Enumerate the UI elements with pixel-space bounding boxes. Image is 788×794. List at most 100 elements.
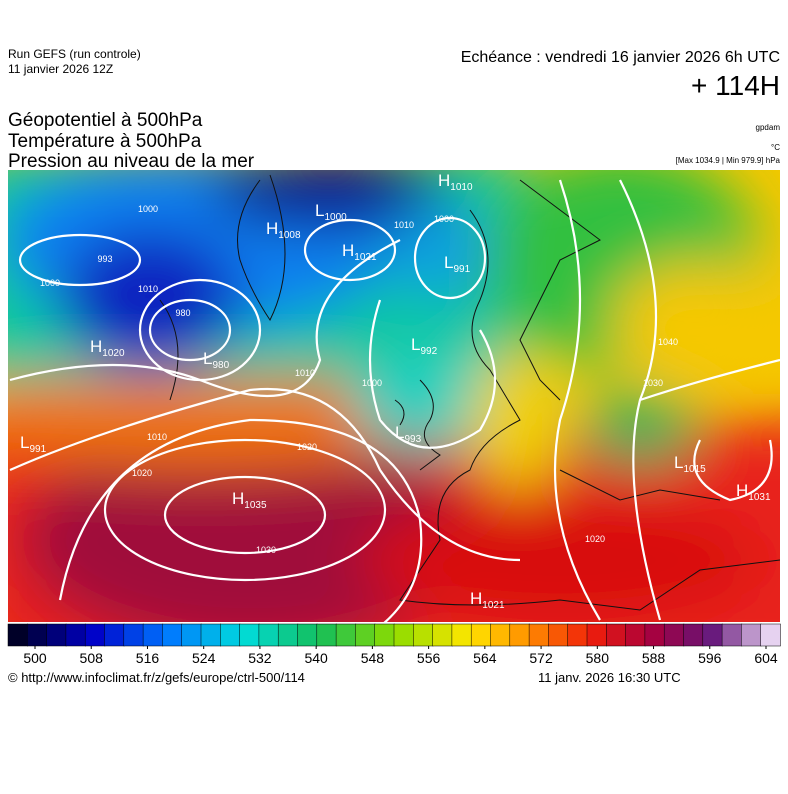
- colorbar-cell: [606, 623, 627, 647]
- title-line: Pression au niveau de la mer: [8, 151, 255, 172]
- footer-url: © http://www.infoclimat.fr/z/gefs/europe…: [8, 670, 305, 685]
- colorbar-cell: [393, 623, 415, 647]
- colorbar-cell: [509, 623, 530, 647]
- center-value: 1035: [244, 500, 267, 511]
- colorbar-tick-label: 548: [361, 650, 385, 666]
- pressure-center: H1020: [90, 337, 125, 359]
- pressure-center: L1000: [315, 201, 347, 223]
- colorbar-cell: [702, 623, 723, 647]
- colorbar-cell: [355, 623, 376, 647]
- colorbar-cell: [567, 623, 588, 647]
- colorbar-cell: [104, 623, 125, 647]
- colorbar-cell: [7, 623, 29, 647]
- isobar-label: 980: [175, 308, 190, 318]
- colorbar-cell: [46, 623, 67, 647]
- unit-gpdam: gpdam: [756, 123, 781, 132]
- isobar-label: 1000: [434, 214, 454, 224]
- isobar-label: 1010: [138, 284, 158, 294]
- pressure-center: L1015: [674, 453, 706, 475]
- center-value: 993: [404, 434, 421, 445]
- colorbar-tick-label: 596: [698, 650, 722, 666]
- center-value: 1015: [683, 464, 706, 475]
- center-value: 1000: [324, 212, 347, 223]
- colorbar-cell: [374, 623, 395, 647]
- isobar-label: 993: [97, 254, 112, 264]
- isobar-label: 1030: [256, 545, 276, 555]
- center-value: 1020: [102, 348, 125, 359]
- center-value: 1008: [278, 230, 301, 241]
- center-type: L: [203, 349, 212, 368]
- colorbar-cell: [142, 623, 164, 647]
- colorbar-cell: [586, 623, 608, 647]
- colorbar-tick-label: 588: [642, 650, 666, 666]
- center-type: L: [411, 335, 420, 354]
- colorbar-cell: [683, 623, 704, 647]
- center-value: 991: [453, 264, 470, 275]
- colorbar-tick-label: 604: [754, 650, 778, 666]
- isobar-label: 1020: [132, 468, 152, 478]
- colorbar-cell: [528, 623, 550, 647]
- center-type: L: [674, 453, 683, 472]
- isobar-label: 1000: [40, 278, 60, 288]
- isobar-label: 1000: [138, 204, 158, 214]
- center-type: H: [736, 481, 748, 500]
- center-type: H: [90, 337, 102, 356]
- center-value: 991: [29, 444, 46, 455]
- colorbar-tick-label: 500: [23, 650, 47, 666]
- title-line: Température à 500hPa: [8, 131, 202, 152]
- lead-time: + 114H: [691, 70, 780, 101]
- center-type: L: [395, 423, 404, 442]
- pressure-center: L991: [444, 253, 471, 275]
- colorbar-cell: [297, 623, 318, 647]
- isobar-label: 1000: [362, 378, 382, 388]
- pressure-center: L980: [203, 349, 230, 371]
- pressure-center: H1021: [342, 241, 377, 263]
- colorbar-cell: [625, 623, 646, 647]
- colorbar-cell: [220, 623, 241, 647]
- pressure-center: L991: [20, 433, 47, 455]
- colorbar-cell: [760, 623, 781, 647]
- colorbar-cell: [721, 623, 743, 647]
- colorbar-cell: [663, 623, 685, 647]
- colorbar-tick-label: 540: [304, 650, 328, 666]
- isobar-label: 1030: [643, 378, 663, 388]
- colorbar-cell: [181, 623, 202, 647]
- unit-celsius: °C: [771, 143, 780, 152]
- center-type: L: [315, 201, 324, 220]
- colorbar-cell: [413, 623, 434, 647]
- center-value: 1021: [482, 600, 505, 611]
- colorbar-cell: [644, 623, 665, 647]
- colorbar-cell: [451, 623, 472, 647]
- pressure-center: L992: [411, 335, 438, 357]
- pressure-center: H1021: [470, 589, 505, 611]
- colorbar-cell: [470, 623, 492, 647]
- center-value: 1021: [354, 252, 377, 263]
- pressure-center: L993: [395, 423, 422, 445]
- isobar-label: 1010: [295, 368, 315, 378]
- colorbar-cell: [239, 623, 260, 647]
- isobar-label: 1010: [394, 220, 414, 230]
- center-type: H: [342, 241, 354, 260]
- map: [8, 170, 780, 622]
- colorbar-tick-label: 556: [417, 650, 441, 666]
- max-min: [Max 1034.9 | Min 979.9] hPa: [676, 156, 781, 165]
- colorbar-cell: [490, 623, 511, 647]
- colorbar-tick-label: 516: [136, 650, 160, 666]
- pressure-center: H1031: [736, 481, 771, 503]
- colorbar-tick-label: 532: [248, 650, 272, 666]
- isobar-label: 1010: [147, 432, 167, 442]
- colorbar-cell: [741, 623, 762, 647]
- colorbar-cell: [258, 623, 279, 647]
- colorbar-cell: [84, 623, 106, 647]
- colorbar: 500 508 516 524 532 540 548 556 564 572 580 588 596 6…: [7, 623, 781, 666]
- colorbar-tick-label: 524: [192, 650, 216, 666]
- run-date: 11 janvier 2026 12Z: [8, 62, 113, 76]
- center-type: H: [470, 589, 482, 608]
- center-value: 1031: [748, 492, 771, 503]
- colorbar-tick-label: 508: [80, 650, 104, 666]
- pressure-center: H1035: [232, 489, 267, 511]
- center-type: H: [266, 219, 278, 238]
- colorbar-cell: [548, 623, 569, 647]
